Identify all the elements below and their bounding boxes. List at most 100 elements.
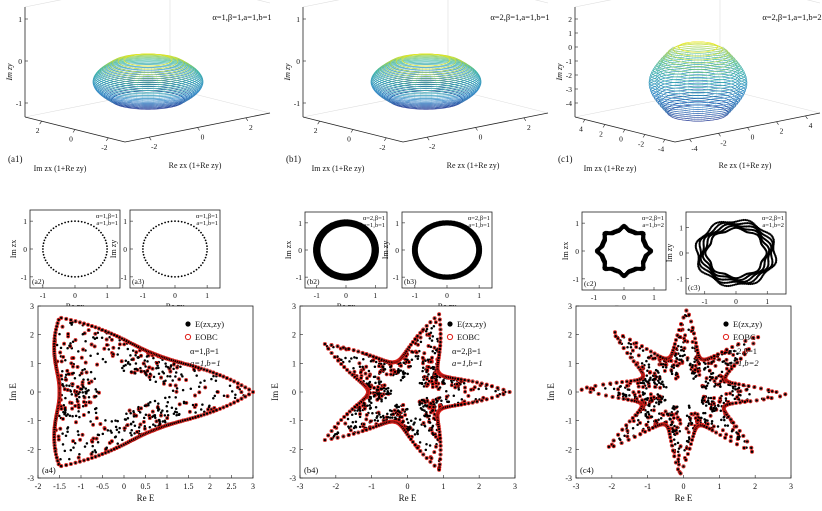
panel-b3: -101-101Re zyIm zyα=2,β=1a=1,b=1(b3): [381, 211, 493, 311]
ring-point: [747, 282, 750, 286]
spectrum-point: [157, 372, 161, 375]
ring-point: [376, 247, 379, 250]
spectrum-point: [184, 378, 188, 382]
ring-point: [87, 222, 89, 225]
spectrum-boundary-point: [74, 319, 77, 323]
y-axis-label: Im zx: [284, 241, 293, 259]
spectrum-point: [364, 372, 367, 375]
z-tick-label: -1: [294, 99, 300, 108]
spectrum-boundary-point: [212, 410, 215, 413]
spectrum-point: [118, 343, 122, 346]
surface-meridian: [700, 53, 704, 122]
spectrum-point: [94, 451, 98, 454]
ring-point: [740, 219, 743, 222]
spectrum-point: [68, 414, 72, 417]
spectrum-point: [453, 386, 457, 389]
spectrum-point: [73, 377, 77, 380]
spectrum-boundary-point: [208, 370, 212, 373]
y-tick-label: -2: [27, 445, 34, 454]
spectrum-point: [112, 352, 115, 356]
spectrum-point: [61, 369, 64, 373]
spectrum-point: [82, 413, 86, 417]
spectrum-point: [368, 404, 371, 407]
spectrum-point: [91, 450, 94, 454]
spectrum-point: [70, 362, 73, 365]
spectrum-point: [114, 419, 117, 422]
spectrum-point: [123, 418, 127, 421]
spectrum-point: [178, 403, 181, 406]
x-tick-label: -2: [35, 482, 42, 491]
params-label-1: α=2,β=1: [642, 215, 664, 222]
surface-meridian: [95, 62, 120, 104]
spectrum-point: [124, 363, 127, 367]
ring-point: [44, 236, 47, 239]
x-tick-label: 0: [173, 291, 177, 300]
x-tick-label: -2: [151, 142, 157, 151]
ring-point: [52, 268, 55, 271]
y-tick-label: -2: [638, 140, 644, 149]
spectrum-point: [70, 323, 73, 326]
x-tick-label: 0: [734, 297, 738, 306]
spectrum-point: [81, 391, 84, 394]
surface-meridian: [440, 66, 454, 109]
spectrum-point: [84, 387, 88, 390]
spectrum-point: [389, 373, 393, 376]
spectrum-point: [234, 393, 237, 397]
spectrum-point: [155, 361, 159, 365]
spectrum-boundary-point: [90, 324, 94, 328]
ring-point: [74, 276, 76, 278]
x-axis-label: Re E: [137, 493, 155, 503]
spectrum-point: [81, 381, 84, 384]
spectrum-point: [348, 360, 351, 363]
spectrum-boundary-point: [74, 461, 77, 465]
spectrum-point: [95, 363, 99, 366]
ring-point: [200, 264, 202, 267]
ring-point: [64, 274, 66, 277]
ring-point: [167, 275, 170, 278]
y-tick-label: 2: [36, 126, 40, 135]
spectrum-point: [75, 398, 79, 401]
spectrum-point: [90, 343, 93, 346]
y-tick: [642, 134, 646, 138]
ring-point: [80, 275, 83, 278]
surface-meridian: [160, 66, 171, 109]
params-label: α=2,β=1,a=1,b=1: [490, 12, 549, 22]
spectrum-point: [81, 433, 84, 437]
spectrum-point: [121, 366, 124, 370]
spectrum-point: [65, 414, 68, 417]
x-tick-label: 0: [406, 482, 410, 491]
surface-meridian: [674, 52, 686, 121]
spectrum-point: [84, 340, 87, 343]
ring-point: [190, 272, 193, 274]
spectrum-point: [77, 406, 81, 409]
spectrum-point: [76, 365, 79, 369]
ring-point: [167, 220, 170, 223]
ring-point: [142, 253, 145, 256]
ring-point: [161, 273, 163, 276]
ring-point: [727, 284, 730, 288]
spectrum-point: [134, 362, 138, 365]
spectrum-point: [101, 357, 105, 361]
spectrum-point: [148, 378, 152, 382]
spectrum-point: [350, 357, 353, 360]
ring-point: [42, 242, 45, 245]
panel-c2: -101-101Re zxIm zxα=2,β=1a=1,b=2(c2): [561, 211, 667, 313]
spectrum-point: [401, 408, 405, 412]
surface-meridian: [120, 66, 134, 109]
ring-point: [93, 225, 95, 228]
x-tick-label: 1: [765, 297, 769, 306]
spectrum-point: [81, 333, 85, 336]
spectrum-point: [133, 367, 137, 371]
spectrum-point: [214, 379, 218, 383]
spectrum-point: [87, 400, 91, 404]
ring-point: [205, 253, 208, 256]
spectrum-point: [166, 374, 169, 378]
params-label-2: a=1,b=1: [96, 220, 118, 227]
spectrum-point: [84, 361, 87, 364]
spectrum-point: [145, 373, 148, 376]
spectrum-point: [116, 442, 119, 445]
spectrum-point: [139, 370, 143, 373]
y-axis-label: Im zx: [561, 242, 570, 260]
